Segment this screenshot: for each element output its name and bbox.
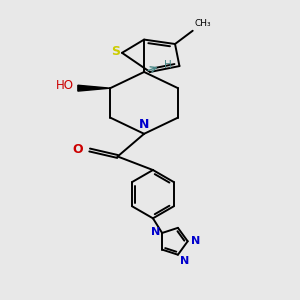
- Text: O: O: [73, 143, 83, 157]
- Text: HO: HO: [56, 79, 74, 92]
- Text: CH₃: CH₃: [194, 20, 211, 28]
- Text: N: N: [190, 236, 200, 246]
- Text: N: N: [180, 256, 190, 266]
- Polygon shape: [78, 85, 110, 91]
- Text: N: N: [152, 227, 160, 237]
- Text: S: S: [111, 45, 120, 58]
- Text: N: N: [139, 118, 149, 131]
- Text: H: H: [164, 60, 172, 70]
